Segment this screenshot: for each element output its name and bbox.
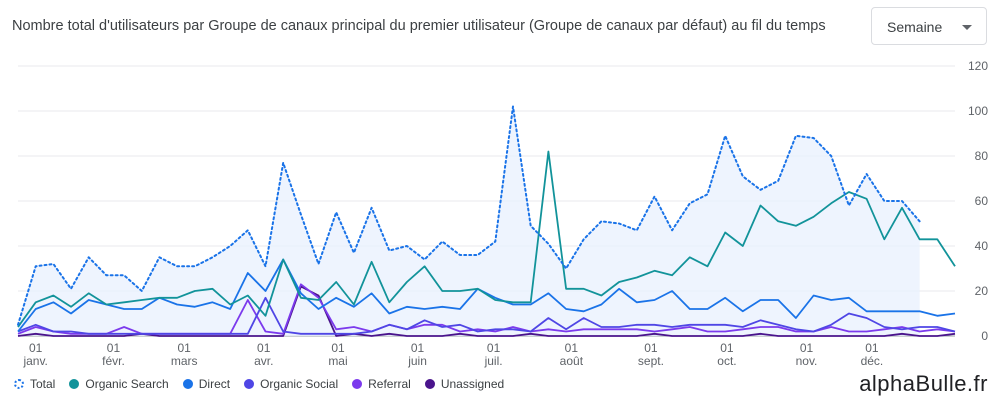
legend-swatch — [424, 379, 435, 389]
legend-label: Unassigned — [440, 377, 505, 391]
x-tick-day: 01 — [644, 341, 658, 355]
legend-item-unassigned[interactable]: Unassigned — [424, 377, 505, 391]
legend-item-direct[interactable]: Direct — [182, 377, 231, 391]
x-tick-month: juin — [407, 354, 427, 368]
legend-label: Organic Social — [260, 377, 339, 391]
legend-item-organic-search[interactable]: Organic Search — [69, 377, 169, 391]
y-tick-label: 80 — [975, 149, 989, 163]
series-line-total — [17, 105, 921, 326]
x-tick-day: 01 — [720, 341, 734, 355]
brand-watermark: alphaBulle.fr — [859, 371, 988, 396]
x-tick-month: déc. — [861, 354, 884, 368]
series-lines — [17, 105, 956, 337]
legend-swatch — [352, 379, 363, 389]
series-line-organic-social — [17, 296, 956, 335]
legend-item-referral[interactable]: Referral — [352, 377, 411, 391]
y-axis: 0 20 40 60 80 100 120 — [968, 59, 988, 343]
legend-label: Organic Search — [85, 377, 169, 391]
x-tick-month: juil. — [484, 354, 503, 368]
legend-item-organic-social[interactable]: Organic Social — [244, 377, 338, 391]
x-tick-day: 01 — [487, 341, 501, 355]
x-tick-month: sept. — [638, 354, 664, 368]
legend-label: Total — [30, 377, 56, 391]
x-tick-day: 01 — [331, 341, 345, 355]
x-tick-day: 01 — [257, 341, 271, 355]
legend-label: Direct — [198, 377, 231, 391]
legend: Total Organic Search Direct Organic Social R… — [14, 377, 518, 391]
granularity-dropdown[interactable]: Semaine — [871, 7, 987, 45]
series-line-organic-search — [17, 150, 956, 328]
legend-label: Referral — [368, 377, 411, 391]
total-area-fill — [18, 106, 920, 336]
x-tick-month: févr. — [102, 354, 125, 368]
x-tick-month: août — [560, 354, 584, 368]
total-area — [18, 106, 920, 336]
y-tick-label: 20 — [975, 284, 989, 298]
y-tick-label: 100 — [968, 104, 988, 118]
series-line-unassigned — [17, 285, 956, 337]
y-tick-label: 40 — [975, 239, 989, 253]
legend-item-total[interactable]: Total — [14, 377, 55, 391]
y-tick-label: 120 — [968, 59, 988, 73]
x-tick-day: 01 — [865, 341, 879, 355]
x-axis: 01janv.01févr.01mars01avr.01mai01juin01j… — [22, 341, 883, 368]
legend-swatch — [69, 379, 80, 389]
x-tick-day: 01 — [411, 341, 425, 355]
x-tick-month: janv. — [22, 354, 47, 368]
granularity-value: Semaine — [887, 19, 943, 35]
x-tick-month: avr. — [254, 354, 273, 368]
x-tick-day: 01 — [178, 341, 192, 355]
chevron-down-icon — [962, 25, 972, 30]
x-tick-month: oct. — [717, 354, 736, 368]
x-tick-month: mars — [171, 354, 198, 368]
legend-swatch — [14, 379, 24, 389]
y-tick-label: 0 — [981, 329, 988, 343]
x-tick-month: nov. — [796, 354, 818, 368]
x-tick-day: 01 — [800, 341, 814, 355]
series-line-direct — [17, 258, 956, 333]
x-tick-day: 01 — [565, 341, 579, 355]
x-tick-day: 01 — [107, 341, 121, 355]
x-tick-month: mai — [328, 354, 347, 368]
legend-swatch — [182, 379, 193, 389]
x-tick-day: 01 — [29, 341, 43, 355]
chart-title: Nombre total d'utilisateurs par Groupe d… — [12, 18, 826, 34]
y-tick-label: 60 — [975, 194, 989, 208]
legend-swatch — [244, 379, 255, 389]
